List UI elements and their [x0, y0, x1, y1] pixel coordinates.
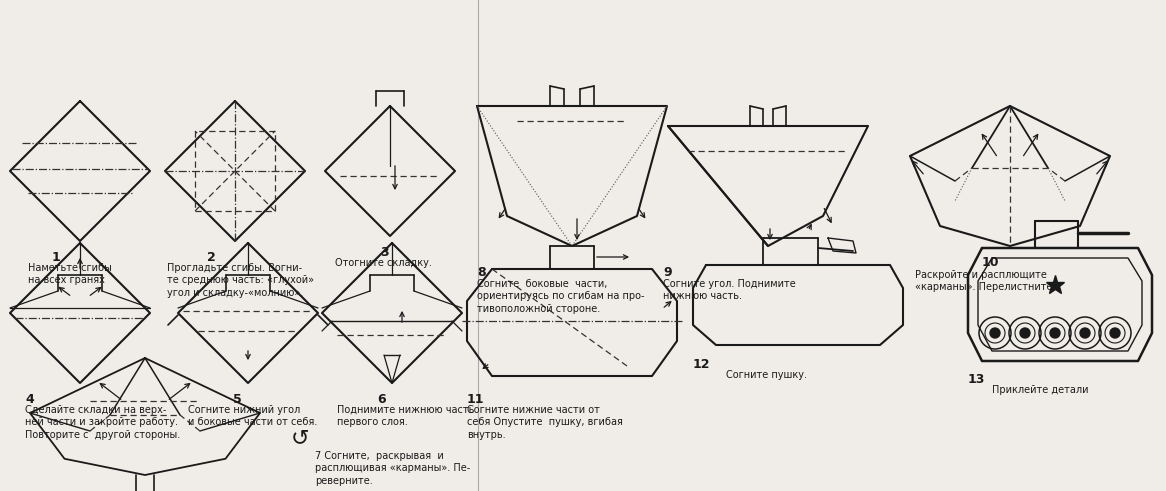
Circle shape — [1020, 328, 1030, 338]
Text: 12: 12 — [693, 358, 710, 371]
Circle shape — [1080, 328, 1090, 338]
Text: Наметьте сгибы
на всех гранях: Наметьте сгибы на всех гранях — [28, 263, 112, 285]
Text: 8: 8 — [477, 266, 485, 279]
Text: ↺: ↺ — [290, 428, 309, 448]
Text: Сделайте складки на верх-
ней части и закройте работу.
Повторите с  другой сторо: Сделайте складки на верх- ней части и за… — [24, 405, 181, 440]
Text: 11: 11 — [468, 393, 485, 406]
Text: 13: 13 — [968, 373, 985, 386]
Text: 5: 5 — [233, 393, 241, 406]
Text: Согните нижние части от
себя Опустите  пушку, вгибая
внутрь.: Согните нижние части от себя Опустите пу… — [468, 405, 623, 440]
Text: Поднимите нижнюю часть
первого слоя.: Поднимите нижнюю часть первого слоя. — [337, 405, 475, 427]
Text: 7 Согните,  раскрывая  и
расплющивая «карманы». Пе-
реверните.: 7 Согните, раскрывая и расплющивая «карм… — [315, 451, 470, 486]
Text: 1: 1 — [52, 251, 61, 264]
Text: 4: 4 — [24, 393, 34, 406]
Circle shape — [1051, 328, 1060, 338]
Text: 2: 2 — [208, 251, 216, 264]
Text: Согните нижний угол
и боковые части от себя.: Согните нижний угол и боковые части от с… — [188, 405, 317, 427]
Text: 6: 6 — [377, 393, 386, 406]
Text: Согните пушку.: Согните пушку. — [726, 370, 807, 380]
Text: 9: 9 — [663, 266, 672, 279]
Circle shape — [990, 328, 1000, 338]
Text: Раскройте и расплющите
«карманы». Перелистните.: Раскройте и расплющите «карманы». Перели… — [915, 270, 1055, 293]
Text: Отогните складку.: Отогните складку. — [335, 258, 431, 268]
Text: Согните угол. Поднимите
нижнюю часть.: Согните угол. Поднимите нижнюю часть. — [663, 279, 795, 301]
Text: 3: 3 — [380, 246, 388, 259]
Circle shape — [1110, 328, 1121, 338]
Text: 10: 10 — [982, 256, 999, 269]
Text: Согните  боковые  части,
ориентируясь по сгибам на про-
тивоположной стороне.: Согните боковые части, ориентируясь по с… — [477, 279, 645, 314]
Text: Приклейте детали: Приклейте детали — [992, 385, 1089, 395]
Text: Прогладьте сгибы. Вогни-
те среднюю часть: «глухой»
угол и складку-«молнию».: Прогладьте сгибы. Вогни- те среднюю част… — [167, 263, 314, 298]
